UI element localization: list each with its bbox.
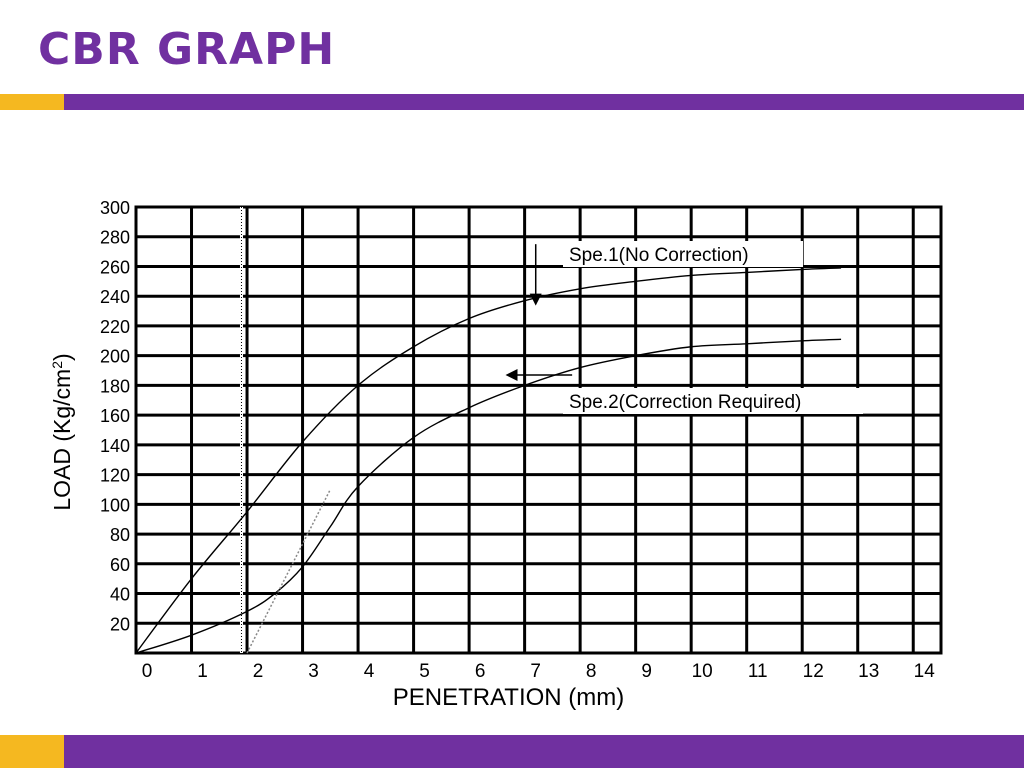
x-tick-label: 1: [197, 661, 208, 682]
x-tick-label: 5: [419, 661, 430, 682]
y-tick-label: 120: [100, 466, 130, 486]
y-tick-label: 40: [110, 585, 130, 605]
header-band-purple: [64, 94, 1024, 110]
x-tick-label: 14: [914, 661, 936, 682]
footer-band-gold: [0, 735, 64, 768]
x-tick-label: 0: [142, 661, 153, 682]
annotation-label-spe2: Spe.2(Correction Required): [569, 392, 801, 413]
y-tick-label: 260: [100, 257, 130, 277]
x-axis-label: PENETRATION (mm): [393, 684, 625, 711]
plot-frame: [134, 205, 943, 655]
y-axis-label: LOAD (Kg/cm2): [49, 353, 75, 510]
y-tick-label: 60: [110, 555, 130, 575]
y-tick-label: 100: [100, 495, 130, 515]
y-tick-label: 220: [100, 317, 130, 337]
y-tick-label: 160: [100, 406, 130, 426]
x-tick-label: 12: [803, 661, 824, 682]
x-tick-label: 3: [308, 661, 319, 682]
y-tick-label: 240: [100, 287, 130, 307]
x-tick-label: 10: [692, 661, 713, 682]
x-tick-label: 11: [748, 661, 768, 682]
plot-area: [136, 207, 941, 653]
y-tick-label: 80: [110, 525, 130, 545]
header-divider-band: [0, 94, 1024, 110]
y-tick-label: 140: [100, 436, 130, 456]
annotation-label-bg: [563, 241, 803, 267]
x-tick-label: 9: [641, 661, 652, 682]
annotation-label-spe1: Spe.1(No Correction): [569, 245, 749, 266]
y-tick-label: 200: [100, 347, 130, 367]
x-tick-label: 7: [530, 661, 541, 682]
y-tick-label: 20: [110, 614, 130, 634]
y-tick-label: 180: [100, 376, 130, 396]
x-tick-label: 13: [858, 661, 879, 682]
tangent-line: [246, 489, 331, 654]
header-band-gold: [0, 94, 64, 110]
footer-band-purple: [64, 735, 1024, 768]
series-line-2: [135, 338, 842, 654]
series-line-1: [135, 267, 842, 654]
x-tick-label: 8: [586, 661, 597, 682]
footer-band: [0, 735, 1024, 768]
x-tick-label: 6: [475, 661, 486, 682]
annotation-label-bg: [563, 388, 863, 414]
slide-title: CBR GRAPH: [38, 24, 336, 75]
y-tick-label: 300: [100, 198, 130, 218]
x-tick-label: 4: [364, 661, 375, 682]
x-tick-label: 2: [253, 661, 264, 682]
y-tick-label: 280: [100, 228, 130, 248]
